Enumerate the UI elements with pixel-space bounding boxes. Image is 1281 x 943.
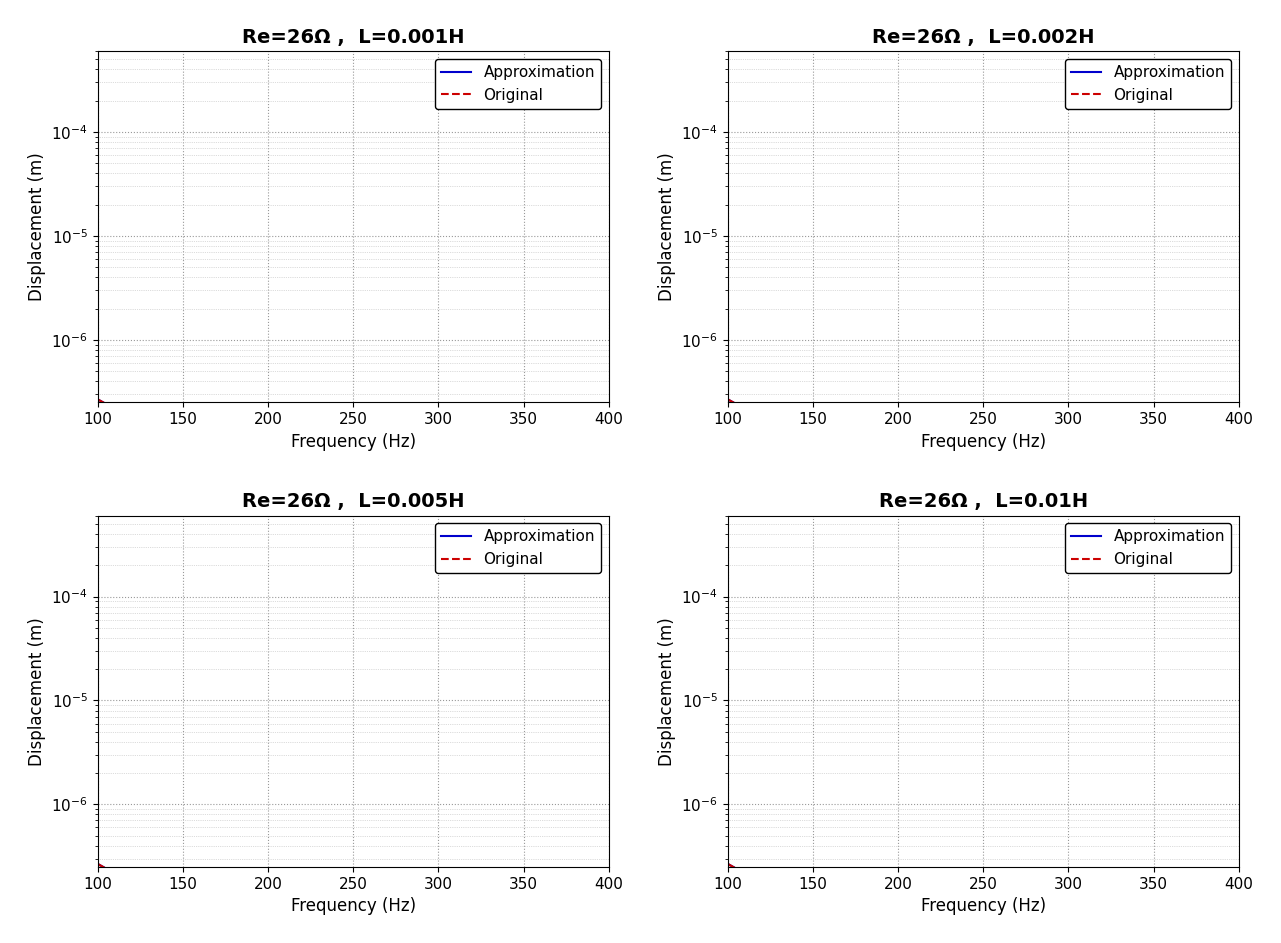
Original <box>720 393 735 405</box>
Original <box>813 900 829 911</box>
Original <box>286 466 301 477</box>
X-axis label: Frequency (Hz): Frequency (Hz) <box>291 897 416 916</box>
Original <box>916 466 931 477</box>
Title: Re=26Ω ,  L=0.005H: Re=26Ω , L=0.005H <box>242 492 465 511</box>
Line: Approximation: Approximation <box>728 399 1239 528</box>
Approximation <box>286 466 301 477</box>
Original <box>1140 509 1155 521</box>
Approximation <box>183 900 199 911</box>
Y-axis label: Displacement (m): Displacement (m) <box>28 617 46 766</box>
Original <box>90 393 105 405</box>
Title: Re=26Ω ,  L=0.002H: Re=26Ω , L=0.002H <box>872 27 1094 47</box>
Line: Original: Original <box>728 864 1239 943</box>
Original <box>510 509 525 521</box>
Approximation <box>1140 509 1155 521</box>
Approximation <box>601 522 616 534</box>
Line: Approximation: Approximation <box>728 864 1239 943</box>
Original <box>183 435 199 446</box>
Approximation <box>916 466 931 477</box>
Approximation <box>423 494 438 505</box>
Line: Original: Original <box>97 399 608 528</box>
Line: Original: Original <box>728 399 1239 528</box>
Line: Approximation: Approximation <box>97 864 608 943</box>
Original <box>286 930 301 941</box>
Approximation <box>471 503 487 514</box>
Approximation <box>90 858 105 869</box>
Title: Re=26Ω ,  L=0.01H: Re=26Ω , L=0.01H <box>879 492 1088 511</box>
Original <box>1026 489 1041 501</box>
Original <box>720 858 735 869</box>
Original <box>813 435 829 446</box>
Original <box>601 522 616 534</box>
Title: Re=26Ω ,  L=0.001H: Re=26Ω , L=0.001H <box>242 27 465 47</box>
Approximation <box>813 900 829 911</box>
Original <box>471 503 487 514</box>
Approximation <box>183 435 199 446</box>
X-axis label: Frequency (Hz): Frequency (Hz) <box>291 433 416 451</box>
Original <box>1231 522 1246 534</box>
Original <box>396 489 411 501</box>
Legend: Approximation, Original: Approximation, Original <box>1065 523 1231 573</box>
Legend: Approximation, Original: Approximation, Original <box>434 58 601 108</box>
Approximation <box>813 435 829 446</box>
Approximation <box>90 393 105 405</box>
Original <box>916 930 931 941</box>
Y-axis label: Displacement (m): Displacement (m) <box>658 617 676 766</box>
Approximation <box>1102 503 1117 514</box>
Legend: Approximation, Original: Approximation, Original <box>434 523 601 573</box>
X-axis label: Frequency (Hz): Frequency (Hz) <box>921 433 1045 451</box>
Original <box>183 900 199 911</box>
Approximation <box>1053 494 1068 505</box>
Approximation <box>396 489 411 501</box>
Y-axis label: Displacement (m): Displacement (m) <box>28 153 46 301</box>
Original <box>90 858 105 869</box>
Legend: Approximation, Original: Approximation, Original <box>1065 58 1231 108</box>
Line: Original: Original <box>97 864 608 943</box>
Y-axis label: Displacement (m): Displacement (m) <box>658 153 676 301</box>
Approximation <box>286 930 301 941</box>
Approximation <box>916 930 931 941</box>
Original <box>423 494 438 505</box>
Original <box>1053 494 1068 505</box>
Approximation <box>1026 489 1041 501</box>
X-axis label: Frequency (Hz): Frequency (Hz) <box>921 897 1045 916</box>
Original <box>1102 503 1117 514</box>
Approximation <box>720 858 735 869</box>
Approximation <box>720 393 735 405</box>
Approximation <box>510 509 525 521</box>
Approximation <box>1231 522 1246 534</box>
Line: Approximation: Approximation <box>97 399 608 528</box>
